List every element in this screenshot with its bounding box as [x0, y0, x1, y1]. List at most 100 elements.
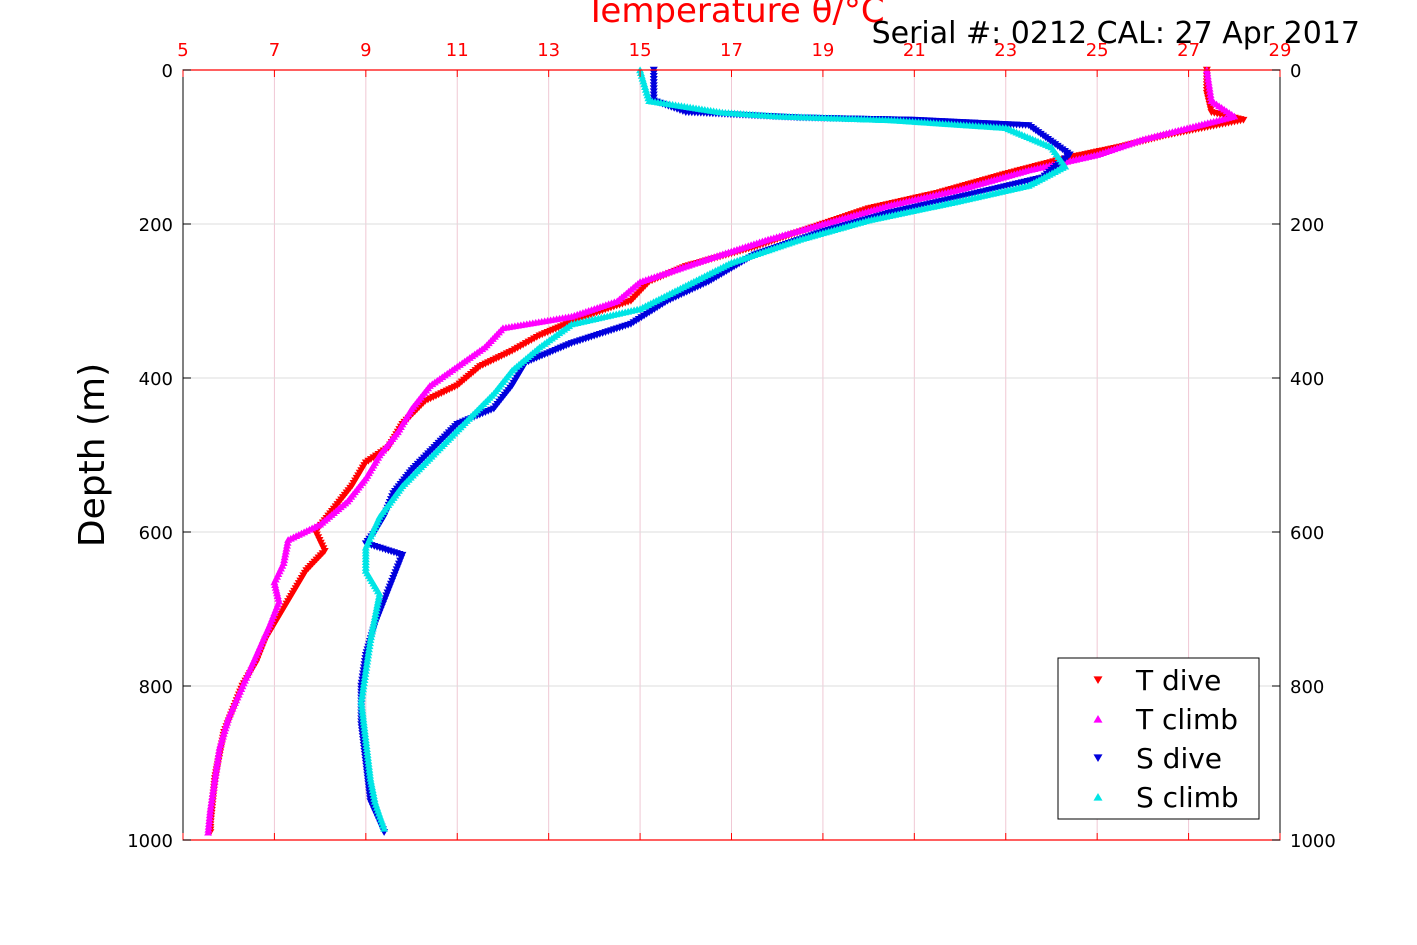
data-point [357, 697, 366, 705]
data-point [208, 790, 217, 797]
data-point [360, 724, 369, 732]
x-tick-label: 27 [1177, 40, 1200, 61]
data-point [364, 651, 373, 659]
data-point [364, 648, 373, 656]
data-point [361, 730, 370, 738]
y-tick-label-left: 1000 [127, 831, 173, 852]
data-point [1204, 75, 1213, 83]
data-point [360, 676, 369, 684]
data-point [280, 556, 289, 564]
chart-title: Serial #: 0212 CAL: 27 Apr 2017 [872, 16, 1360, 51]
legend-marker [1093, 714, 1103, 723]
data-point [213, 759, 222, 767]
data-point [1203, 69, 1212, 77]
y-tick-label-right: 800 [1290, 677, 1324, 698]
data-point [362, 745, 371, 752]
data-point [370, 613, 379, 620]
data-point [365, 639, 374, 647]
data-point [210, 774, 219, 782]
y-axis-title: Depth (m) [72, 363, 113, 547]
data-point [368, 786, 377, 794]
data-point [281, 550, 290, 558]
legend-label: S dive [1136, 742, 1222, 775]
series-s-climb [357, 66, 1070, 832]
x-tick-label: 25 [1086, 40, 1109, 61]
data-point [282, 544, 291, 552]
data-point [357, 694, 366, 702]
data-point [362, 660, 371, 668]
data-point [358, 706, 367, 714]
series-t-climb [204, 66, 1239, 836]
y-tick-label-left: 800 [139, 677, 173, 698]
data-point [363, 654, 372, 662]
data-point [359, 718, 368, 726]
x-tick-label: 19 [811, 40, 834, 61]
data-point [368, 624, 377, 632]
data-point [365, 768, 374, 776]
x-axis-title: Temperature θ/°C [584, 0, 884, 31]
data-point [374, 595, 383, 603]
data-point [364, 757, 373, 764]
data-point [362, 742, 371, 750]
series-layer [204, 66, 1248, 836]
data-point [358, 691, 367, 699]
data-point [366, 636, 375, 643]
data-point [1206, 91, 1215, 98]
data-point [362, 663, 371, 671]
data-point [209, 787, 218, 794]
data-point [360, 727, 369, 735]
x-tick-label: 5 [177, 40, 188, 61]
data-point [212, 762, 221, 770]
data-point [215, 744, 224, 751]
data-point [210, 777, 219, 785]
data-point [365, 642, 374, 650]
data-point [364, 762, 373, 770]
legend-label: T dive [1135, 664, 1221, 697]
y-tick-label-left: 200 [139, 215, 173, 236]
data-point [367, 780, 376, 788]
data-point [363, 751, 372, 758]
y-tick-label-right: 0 [1290, 61, 1301, 82]
x-tick-label: 23 [994, 40, 1017, 61]
data-point [364, 759, 373, 767]
x-tick-label: 9 [360, 40, 371, 61]
data-point [211, 768, 220, 776]
data-point [362, 739, 371, 747]
y-tick-label-left: 600 [139, 523, 173, 544]
y-tick-label-left: 0 [162, 61, 173, 82]
data-point [365, 645, 374, 653]
data-point [209, 784, 218, 791]
legend: T dive T climb S dive S climb [1057, 657, 1260, 820]
data-point [207, 799, 216, 807]
data-point [369, 618, 378, 626]
data-point [359, 682, 368, 690]
data-point [358, 709, 367, 717]
y-tick-label-right: 400 [1290, 369, 1324, 390]
data-point [361, 736, 370, 744]
data-point [375, 590, 384, 597]
legend-label: S climb [1136, 781, 1239, 814]
data-point [282, 541, 291, 549]
data-point [214, 753, 223, 761]
data-point [370, 795, 379, 802]
x-tick-label: 11 [446, 40, 469, 61]
data-point [359, 715, 368, 723]
legend-label: T climb [1135, 703, 1238, 736]
data-point [360, 679, 369, 687]
data-point [372, 604, 381, 612]
data-point [212, 765, 221, 773]
data-point [368, 783, 377, 791]
data-point [211, 771, 220, 779]
data-point [374, 592, 383, 600]
data-point [204, 828, 213, 836]
data-point [284, 536, 293, 543]
data-point [363, 748, 372, 755]
data-point [1203, 72, 1212, 80]
y-tick-label-left: 400 [139, 369, 173, 390]
data-point [366, 777, 375, 785]
data-point [358, 688, 367, 696]
data-point [366, 774, 375, 782]
data-point [371, 610, 380, 618]
